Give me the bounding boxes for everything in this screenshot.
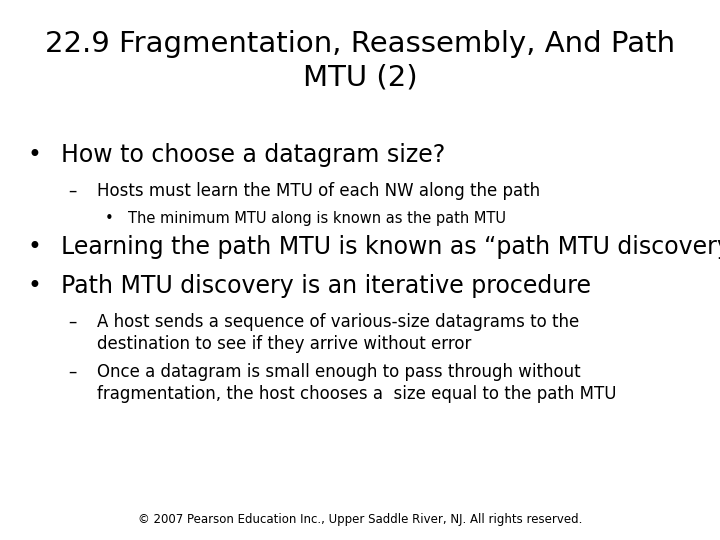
Text: 22.9 Fragmentation, Reassembly, And Path
MTU (2): 22.9 Fragmentation, Reassembly, And Path… [45,30,675,91]
Text: Learning the path MTU is known as “path MTU discovery”: Learning the path MTU is known as “path … [61,235,720,259]
Text: –: – [68,313,77,331]
Text: Path MTU discovery is an iterative procedure: Path MTU discovery is an iterative proce… [61,274,591,298]
Text: The minimum MTU along is known as the path MTU: The minimum MTU along is known as the pa… [128,211,506,226]
Text: •: • [27,274,41,298]
Text: Once a datagram is small enough to pass through without
fragmentation, the host : Once a datagram is small enough to pass … [97,363,617,403]
Text: A host sends a sequence of various-size datagrams to the
destination to see if t: A host sends a sequence of various-size … [97,313,580,353]
Text: –: – [68,363,77,381]
Text: •: • [27,235,41,259]
Text: © 2007 Pearson Education Inc., Upper Saddle River, NJ. All rights reserved.: © 2007 Pearson Education Inc., Upper Sad… [138,514,582,526]
Text: –: – [68,182,77,200]
Text: •: • [27,143,41,167]
Text: Hosts must learn the MTU of each NW along the path: Hosts must learn the MTU of each NW alon… [97,182,540,200]
Text: •: • [104,211,113,226]
Text: How to choose a datagram size?: How to choose a datagram size? [61,143,446,167]
